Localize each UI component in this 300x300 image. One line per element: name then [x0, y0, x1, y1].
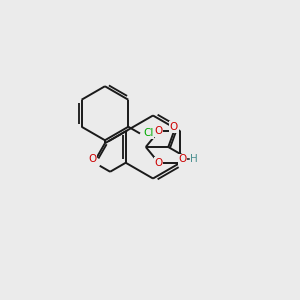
Text: O: O — [88, 154, 96, 164]
Text: Cl: Cl — [143, 128, 154, 139]
Text: O: O — [170, 122, 178, 132]
Text: O: O — [154, 158, 163, 168]
Text: O: O — [178, 154, 186, 164]
Text: H: H — [190, 154, 198, 164]
Text: O: O — [154, 126, 163, 136]
